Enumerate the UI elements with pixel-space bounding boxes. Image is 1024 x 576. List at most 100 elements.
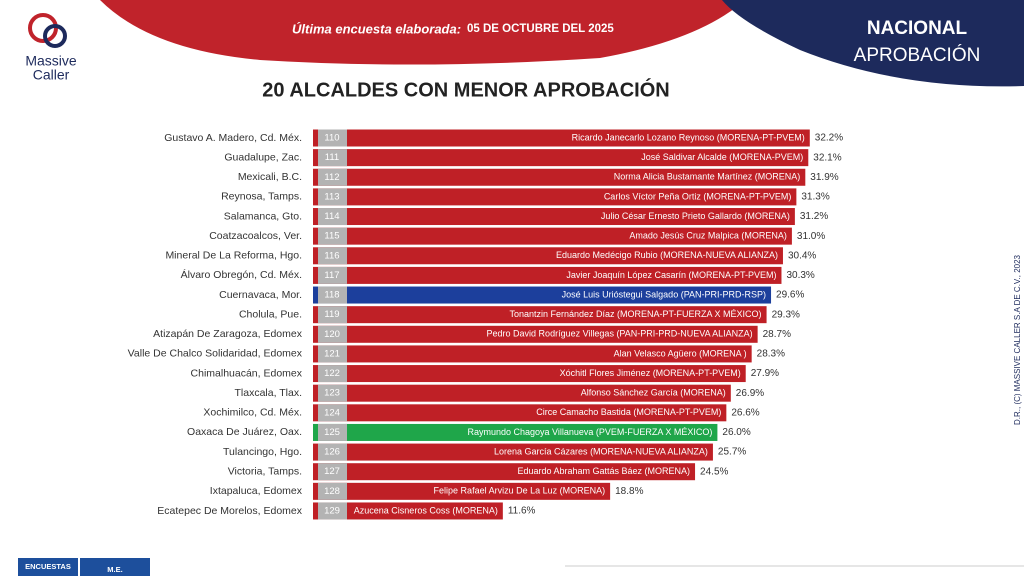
- value-label: 31.3%: [801, 192, 829, 203]
- rank: 110: [324, 133, 339, 144]
- category-label: Cuernavaca, Mor.: [219, 289, 302, 301]
- value-label: 18.8%: [615, 486, 643, 497]
- rank-box: [318, 208, 347, 226]
- footer-tab[interactable]: [18, 558, 78, 576]
- bar: [313, 168, 806, 186]
- rank-box: [318, 129, 347, 147]
- brand: Massive: [25, 53, 77, 69]
- value-label: 31.0%: [797, 231, 825, 242]
- rank: 114: [324, 211, 339, 222]
- category-label: Salamanca, Gto.: [224, 210, 302, 222]
- bar-name: Felipe Rafael Arvizu De La Luz (MORENA): [434, 486, 606, 496]
- category-label: Ixtapaluca, Edomex: [210, 485, 303, 497]
- bar-name: José Luis Urióstegui Salgado (PAN-PRI-PR…: [562, 289, 766, 299]
- category-label: Oaxaca De Juárez, Oax.: [187, 426, 302, 438]
- bar-name: Julio César Ernesto Prieto Gallardo (MOR…: [601, 211, 790, 221]
- bar: [313, 404, 727, 422]
- footer-label: ENCUESTAS: [25, 562, 71, 571]
- rank-box: [318, 149, 347, 167]
- rank-box: [318, 286, 347, 304]
- scope: NACIONAL: [867, 18, 968, 39]
- rank: 116: [324, 250, 339, 261]
- bar: [313, 208, 795, 226]
- bar: [313, 443, 713, 461]
- bar: [313, 227, 792, 245]
- rank: 121: [324, 348, 340, 359]
- rank: 128: [324, 486, 340, 497]
- rank: 123: [324, 388, 340, 399]
- bar-name: Alan Velasco Agüero (MORENA ): [614, 348, 747, 358]
- category-label: Coatzacoalcos, Ver.: [209, 230, 302, 242]
- value-label: 31.9%: [810, 172, 838, 183]
- rank: 113: [324, 191, 339, 202]
- rank: 119: [324, 309, 339, 320]
- rank-box: [318, 423, 347, 441]
- bar: [313, 482, 611, 500]
- category-label: Xochimilco, Cd. Méx.: [203, 407, 302, 419]
- brand: Caller: [33, 67, 70, 83]
- value-label: 32.2%: [815, 133, 843, 144]
- bar: [313, 286, 772, 304]
- footer-tab[interactable]: [80, 558, 150, 576]
- rank: 118: [324, 290, 339, 301]
- value-label: 28.3%: [757, 349, 785, 360]
- bar: [313, 325, 758, 343]
- bar: [313, 188, 797, 206]
- category-label: Álvaro Obregón, Cd. Méx.: [181, 268, 302, 281]
- logo: [28, 13, 67, 48]
- rank: 125: [324, 427, 340, 438]
- value-label: 32.1%: [813, 152, 841, 163]
- rank: 115: [324, 231, 339, 242]
- bar-name: Circe Camacho Bastida (MORENA-PT-PVEM): [536, 407, 721, 417]
- category-label: Chimalhuacán, Edomex: [191, 367, 303, 379]
- bar-name: Lorena García Cázares (MORENA-NUEVA ALIA…: [494, 446, 708, 456]
- rank-box: [318, 306, 347, 324]
- bar-name: José Saldivar Alcalde (MORENA-PVEM): [641, 152, 803, 162]
- bar-name: Norma Alicia Bustamante Martínez (MORENA…: [614, 172, 801, 182]
- value-label: 11.6%: [508, 506, 536, 517]
- bar: [313, 384, 731, 402]
- bar: [313, 423, 718, 441]
- bar-name: Eduardo Abraham Gattás Báez (MORENA): [517, 466, 690, 476]
- value-label: 29.6%: [776, 290, 804, 301]
- header-band: [100, 0, 745, 65]
- value-label: 26.9%: [736, 388, 764, 399]
- bars: Gustavo A. Madero, Cd. Méx. 110 Ricardo Ja…: [128, 129, 843, 520]
- metric: APROBACIÓN: [854, 44, 981, 66]
- side-note: D.R., (C) MASSIVE CALLER S.A DE C.V., 20…: [1013, 254, 1022, 425]
- bar-name: Eduardo Medécigo Rubio (MORENA-NUEVA ALI…: [556, 250, 778, 260]
- category-label: Reynosa, Tamps.: [221, 191, 302, 203]
- rank: 124: [324, 407, 340, 418]
- rank: 112: [324, 172, 339, 183]
- rank-box: [318, 168, 347, 186]
- rank: 120: [324, 329, 340, 340]
- value-label: 26.6%: [731, 407, 759, 418]
- value-label: 31.2%: [800, 211, 828, 222]
- rank-box: [318, 325, 347, 343]
- category-label: Valle De Chalco Solidaridad, Edomex: [128, 348, 303, 360]
- rank-box: [318, 502, 347, 520]
- bar-name: Amado Jesús Cruz Malpica (MORENA): [629, 231, 787, 241]
- category-label: Tlaxcala, Tlax.: [235, 387, 303, 399]
- category-label: Atizapán De Zaragoza, Edomex: [153, 328, 303, 340]
- survey-date: 05 DE OCTUBRE DEL 2025: [467, 23, 614, 35]
- rank-box: [318, 463, 347, 481]
- value-label: 30.3%: [786, 270, 814, 281]
- rank: 127: [324, 466, 340, 477]
- value-label: 30.4%: [788, 250, 816, 261]
- bar-name: Carlos Víctor Peña Ortiz (MORENA-PT-PVEM…: [604, 191, 792, 201]
- bar: [313, 502, 503, 520]
- bar-name: Pedro David Rodríguez Villegas (PAN-PRI-…: [487, 329, 753, 339]
- chart-title: 20 ALCALDES CON MENOR APROBACIÓN: [262, 77, 669, 101]
- rank-box: [318, 384, 347, 402]
- rank-box: [318, 365, 347, 383]
- rank-box: [318, 443, 347, 461]
- value-label: 25.7%: [718, 447, 746, 458]
- footer-label: M.E.: [107, 565, 122, 574]
- rank-box: [318, 188, 347, 206]
- category-label: Cholula, Pue.: [239, 308, 302, 320]
- value-label: 28.7%: [763, 329, 791, 340]
- bar: [313, 266, 782, 284]
- rank-box: [318, 247, 347, 265]
